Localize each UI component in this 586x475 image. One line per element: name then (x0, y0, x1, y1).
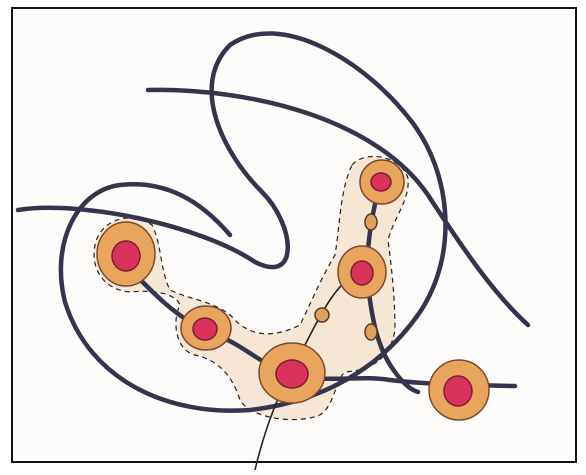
node-core (443, 375, 473, 407)
node-core (370, 172, 392, 192)
node-core (192, 317, 218, 341)
node-core (275, 359, 309, 389)
contour-loop (15, 31, 448, 413)
small-node (364, 213, 378, 231)
small-node (314, 307, 330, 323)
small-node (364, 323, 378, 341)
node-core (111, 240, 141, 272)
contour-line (145, 87, 531, 328)
node-core (350, 260, 374, 286)
ridge-area (93, 155, 409, 421)
